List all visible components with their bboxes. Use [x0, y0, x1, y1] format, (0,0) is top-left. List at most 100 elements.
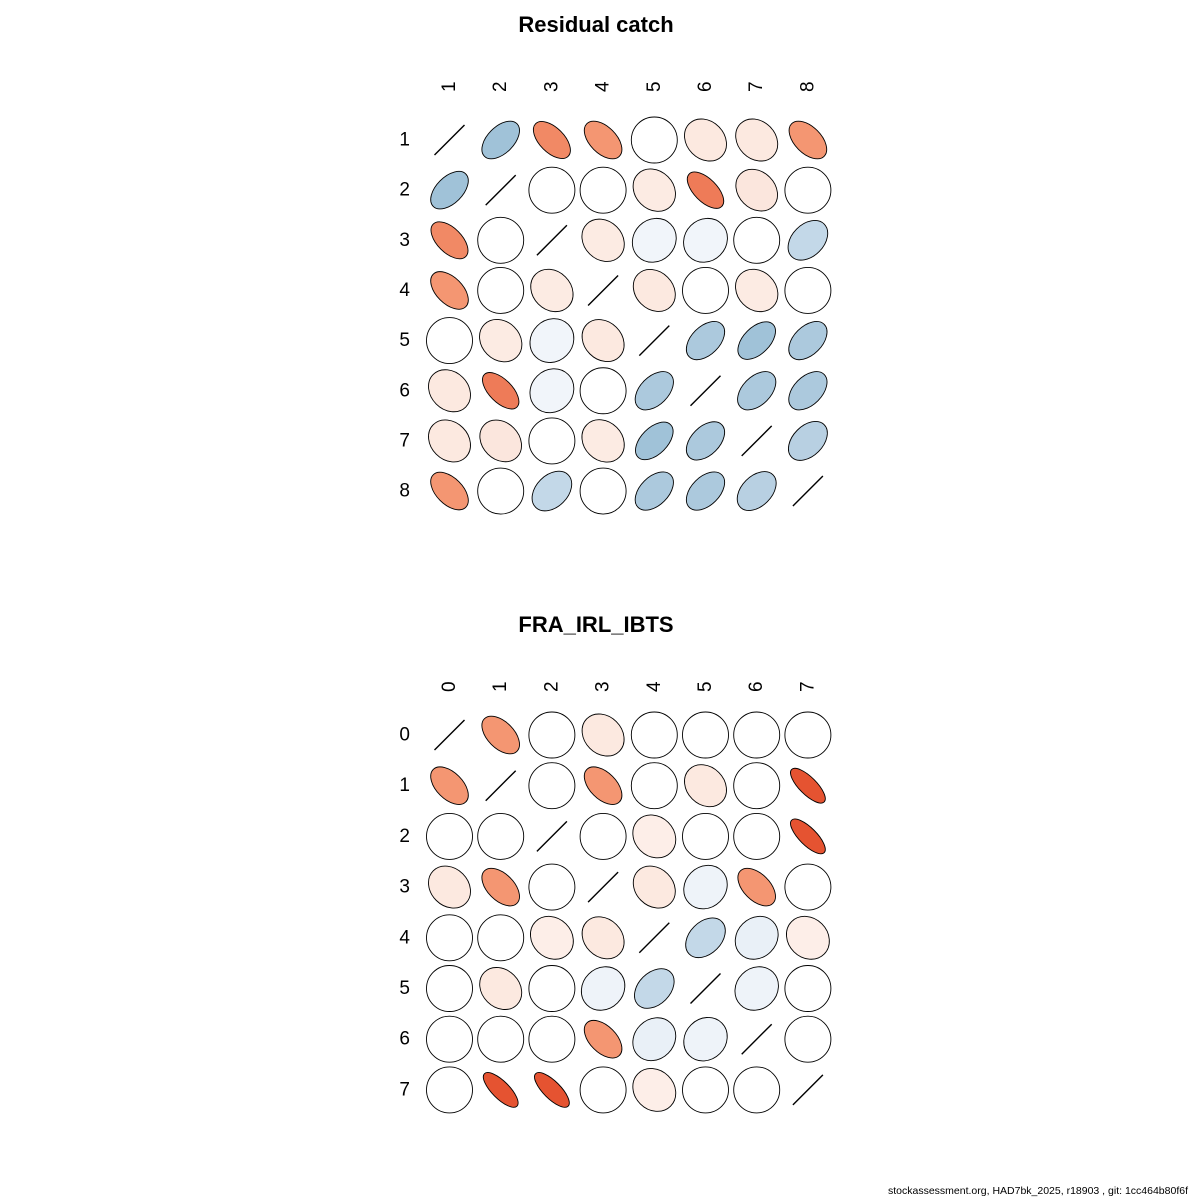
plot-title-fra-irl-ibts: FRA_IRL_IBTS — [518, 612, 674, 637]
correlation-ellipse — [632, 168, 676, 212]
correlation-ellipse — [634, 471, 674, 511]
correlation-ellipse — [634, 968, 675, 1009]
correlation-ellipse — [790, 767, 826, 804]
row-label-0: 0 — [399, 725, 410, 746]
correlation-ellipse — [477, 467, 525, 515]
row-label-1: 1 — [399, 130, 410, 151]
correlation-ellipse — [784, 267, 832, 314]
correlation-ellipse — [430, 766, 469, 805]
correlation-ellipse — [426, 812, 473, 860]
correlation-ellipse — [477, 1015, 525, 1063]
correlation-ellipse — [583, 766, 623, 805]
correlation-ellipse — [630, 116, 678, 164]
correlation-ellipse — [788, 321, 828, 361]
correlation-ellipse — [788, 120, 828, 160]
correlation-ellipse — [428, 369, 471, 413]
correlation-ellipse — [581, 419, 625, 463]
correlation-ellipse — [635, 421, 674, 461]
correlation-ellipse — [581, 218, 625, 262]
correlation-ellipse — [579, 166, 627, 214]
diagonal-unit-line — [638, 922, 670, 954]
correlation-ellipse — [790, 818, 826, 855]
correlation-ellipse — [784, 965, 832, 1012]
correlation-ellipse — [632, 1017, 677, 1062]
correlation-ellipse — [630, 762, 678, 810]
correlation-ellipse — [477, 216, 525, 264]
correlation-ellipse — [430, 271, 469, 310]
correlation-ellipse — [426, 1015, 473, 1063]
correlation-ellipse — [583, 120, 623, 160]
correlation-ellipse — [580, 966, 626, 1011]
diagonal-unit-line — [741, 1023, 773, 1055]
row-label-2: 2 — [399, 180, 410, 201]
correlation-ellipse — [426, 965, 473, 1012]
correlation-ellipse — [479, 318, 523, 363]
col-label-7: 7 — [797, 681, 818, 692]
correlation-ellipse — [737, 867, 776, 907]
col-label-2: 2 — [541, 681, 562, 692]
correlation-ellipse — [734, 966, 779, 1011]
plot-fra-irl-ibts: FRA_IRL_IBTS 0 1 2 3 4 5 6 7 0 1 2 3 4 5 6 7 — [0, 600, 1200, 1200]
row-label-8: 8 — [399, 481, 410, 502]
correlation-ellipse — [632, 1068, 677, 1112]
row-label-5: 5 — [399, 330, 410, 351]
correlation-ellipse — [482, 1072, 519, 1108]
correlation-ellipse — [481, 715, 520, 755]
correlation-ellipse — [430, 221, 469, 260]
row-label-1: 1 — [399, 775, 410, 796]
correlation-ellipse — [426, 914, 473, 962]
plot-title-residual-catch: Residual catch — [518, 12, 674, 37]
diagonal-unit-line — [587, 871, 619, 903]
correlation-ellipse — [784, 166, 832, 214]
diagonal-unit-line — [690, 973, 721, 1004]
correlation-ellipse — [684, 118, 727, 162]
correlation-ellipse — [685, 471, 726, 511]
diagonal-unit-line — [485, 174, 517, 206]
correlation-ellipse — [685, 421, 726, 461]
correlation-ellipse — [682, 711, 729, 759]
col-label-4: 4 — [644, 681, 665, 692]
correlation-ellipse — [529, 368, 575, 414]
col-label-2: 2 — [490, 81, 511, 92]
correlation-ellipse — [534, 1072, 570, 1108]
col-label-6: 6 — [746, 681, 767, 692]
correlation-ellipse — [581, 319, 625, 363]
correlation-ellipse — [531, 470, 573, 512]
diagonal-unit-line — [434, 719, 465, 751]
correlation-ellipse — [528, 417, 576, 465]
correlation-ellipse — [428, 865, 471, 909]
correlation-ellipse — [784, 711, 832, 759]
correlation-ellipse — [481, 120, 520, 160]
correlation-ellipse — [685, 917, 726, 959]
correlation-ellipse — [735, 118, 779, 162]
correlation-ellipse — [733, 812, 781, 860]
row-label-4: 4 — [399, 927, 410, 948]
plot-residual-catch: Residual catch 1 2 3 4 5 6 7 8 1 2 3 4 5 6 7 8 — [399, 12, 832, 515]
col-label-8: 8 — [797, 81, 818, 92]
correlation-ellipse — [528, 762, 576, 810]
correlation-ellipse — [683, 1017, 728, 1062]
row-label-2: 2 — [399, 826, 410, 847]
correlation-ellipse — [481, 867, 520, 907]
correlation-ellipse — [479, 967, 523, 1010]
row-label-7: 7 — [399, 430, 410, 451]
correlation-ellipse — [784, 1015, 832, 1063]
col-label-1: 1 — [490, 681, 511, 692]
diagonal-unit-line — [485, 770, 517, 802]
correlation-ellipse — [784, 863, 832, 911]
correlation-ellipse — [632, 269, 676, 312]
col-label-5: 5 — [695, 681, 716, 692]
col-label-5: 5 — [644, 81, 665, 92]
correlation-ellipse — [737, 371, 777, 411]
diagonal-unit-line — [536, 820, 568, 852]
row-label-3: 3 — [399, 230, 410, 251]
correlation-ellipse — [735, 268, 779, 313]
correlation-ellipse — [426, 1066, 473, 1114]
col-label-3: 3 — [593, 681, 614, 692]
correlation-ellipse — [532, 121, 571, 159]
correlation-ellipse — [685, 321, 726, 361]
col-label-0: 0 — [439, 681, 460, 692]
col-label-1: 1 — [439, 81, 460, 92]
correlation-ellipse — [528, 965, 576, 1012]
col-label-7: 7 — [746, 81, 767, 92]
